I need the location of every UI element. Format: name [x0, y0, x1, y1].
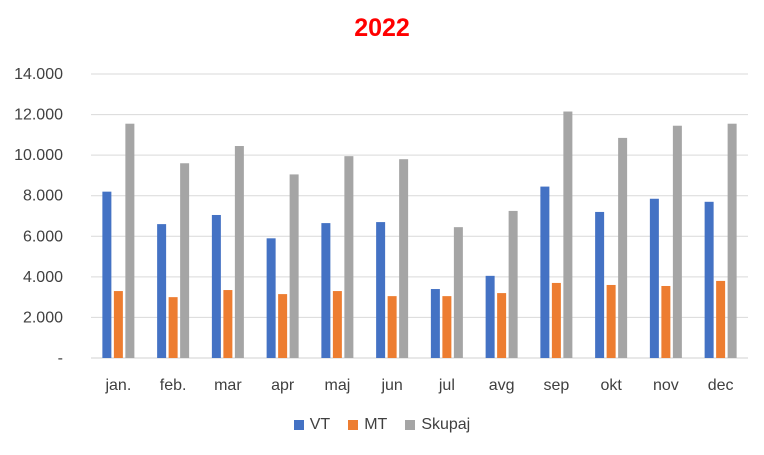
bar-vt-feb [157, 224, 167, 358]
bar-mt-avg [497, 293, 507, 358]
bar-vt-nov [649, 198, 659, 358]
x-tick-label: apr [271, 377, 295, 394]
bar-vt-mar [211, 214, 221, 358]
x-tick-label: dec [708, 377, 734, 394]
x-tick-label: jan. [104, 377, 131, 394]
x-tick-label: jul [438, 377, 455, 394]
legend-label-mt: MT [364, 416, 388, 433]
x-tick-label: maj [324, 377, 350, 394]
y-tick-label: - [58, 350, 63, 367]
bar-vt-jul [430, 289, 440, 358]
legend-swatch-skupaj [405, 420, 416, 430]
y-tick-label: 4.000 [23, 269, 63, 286]
bar-vt-sep [540, 186, 550, 358]
bar-vt-dec [704, 201, 714, 358]
x-tick-label: avg [489, 377, 515, 394]
bar-skupaj-nov [672, 125, 682, 358]
bar-skupaj-jun [399, 159, 409, 358]
legend-label-skupaj: Skupaj [421, 416, 471, 433]
bar-skupaj-jul [453, 227, 463, 358]
legend-item-vt: VT [293, 416, 331, 434]
y-tick-label: 6.000 [23, 228, 63, 245]
bar-mt-mar [223, 290, 233, 358]
bar-chart: - 2.000 4.000 6.000 8.000 10.000 12.000 14.000 j… [14, 66, 748, 394]
bar-mt-okt [606, 284, 616, 358]
y-tick-label: 10.000 [14, 147, 63, 164]
legend-item-skupaj: Skupaj [405, 416, 470, 434]
legend: VT MT Skupaj [0, 416, 764, 434]
bar-mt-jul [442, 296, 452, 358]
bar-skupaj-okt [618, 137, 628, 358]
bar-mt-dec [716, 280, 726, 358]
bar-skupaj-avg [508, 210, 518, 358]
bar-vt-apr [266, 238, 276, 358]
legend-label-vt: VT [309, 416, 331, 433]
bar-skupaj-feb [180, 163, 190, 358]
bar-mt-feb [168, 297, 178, 358]
bar-vt-avg [485, 275, 495, 358]
x-tick-label: mar [214, 377, 242, 394]
bar-skupaj-sep [563, 111, 573, 359]
bar-mt-apr [278, 294, 288, 358]
y-tick-label: 2.000 [23, 309, 63, 326]
bar-mt-jun [387, 296, 397, 358]
x-tick-label: okt [600, 377, 622, 394]
x-tick-label: nov [653, 377, 679, 394]
bar-vt-maj [321, 223, 331, 358]
y-tick-label: 8.000 [23, 188, 63, 205]
legend-swatch-mt [348, 420, 359, 430]
y-tick-label: 14.000 [14, 66, 63, 83]
y-tick-label: 12.000 [14, 107, 63, 124]
bar-skupaj-dec [727, 123, 737, 358]
bar-skupaj-maj [344, 156, 354, 358]
chart-title: 2022 [354, 14, 410, 42]
bar-mt-sep [551, 282, 561, 358]
legend-swatch-vt [293, 420, 304, 430]
bar-vt-jun [376, 222, 386, 358]
x-tick-label: feb. [160, 377, 187, 394]
bar-mt-maj [332, 291, 342, 358]
bar-mt-nov [661, 285, 671, 358]
legend-item-mt: MT [348, 416, 387, 434]
bar-skupaj-jan [125, 123, 135, 358]
x-tick-label: jun [380, 377, 402, 394]
bar-mt-jan [113, 291, 123, 358]
bar-vt-jan [102, 191, 112, 358]
x-tick-label: sep [543, 377, 569, 394]
bar-vt-okt [595, 211, 605, 358]
bar-skupaj-apr [289, 174, 299, 358]
bar-skupaj-mar [234, 146, 244, 358]
